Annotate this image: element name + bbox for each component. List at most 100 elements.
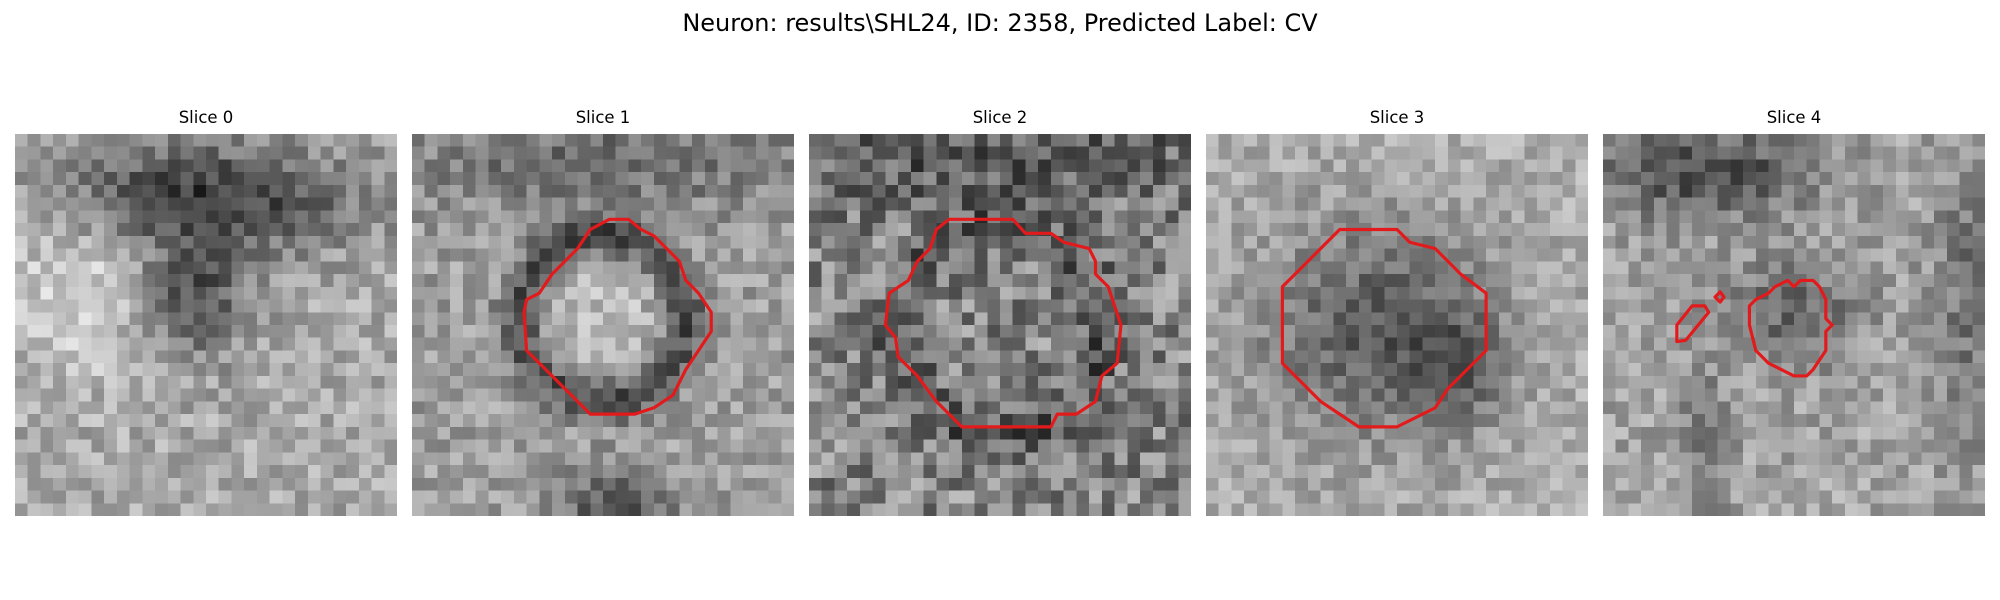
pixel: [1050, 439, 1064, 453]
pixel: [1282, 426, 1296, 440]
pixel: [1256, 223, 1270, 237]
pixel: [1320, 325, 1334, 338]
pixel: [923, 184, 937, 198]
slice-image-1: [412, 134, 794, 516]
pixel: [1295, 426, 1309, 440]
pixel: [384, 426, 397, 440]
pixel: [1320, 503, 1334, 516]
pixel: [116, 465, 130, 479]
pixel: [1537, 477, 1551, 491]
pixel: [91, 248, 105, 262]
pixel: [1000, 210, 1013, 224]
pixel: [1653, 146, 1667, 160]
pixel: [333, 184, 347, 198]
pixel: [1152, 452, 1166, 466]
pixel: [885, 490, 899, 504]
pixel: [1921, 503, 1935, 516]
pixel: [1666, 172, 1680, 186]
pixel: [78, 299, 92, 313]
pixel: [193, 426, 207, 440]
pixel: [1755, 375, 1769, 389]
pixel: [1511, 337, 1525, 351]
pixel: [155, 159, 169, 173]
pixel: [872, 159, 886, 173]
pixel: [1959, 439, 1973, 453]
pixel: [1549, 337, 1563, 351]
pixel: [78, 490, 92, 504]
pixel: [104, 261, 118, 275]
pixel: [1114, 414, 1128, 428]
pixel: [269, 274, 283, 288]
pixel: [1870, 388, 1884, 402]
pixel: [1730, 452, 1744, 466]
pixel: [40, 350, 54, 364]
pixel: [1704, 197, 1718, 211]
pixel: [1946, 146, 1960, 160]
pixel: [1794, 159, 1807, 173]
pixel: [231, 146, 245, 160]
pixel: [1883, 172, 1897, 186]
pixel: [1628, 299, 1642, 313]
pixel: [1256, 350, 1270, 364]
pixel: [1806, 299, 1820, 313]
pixel: [1794, 184, 1807, 198]
pixel: [936, 235, 950, 249]
pixel: [1832, 261, 1846, 275]
pixel: [704, 414, 718, 428]
pixel: [987, 452, 1001, 466]
pixel: [1346, 235, 1360, 249]
pixel: [1844, 426, 1858, 440]
pixel: [987, 401, 1001, 415]
pixel: [1076, 388, 1090, 402]
pixel: [821, 146, 835, 160]
pixel: [1832, 465, 1846, 479]
pixel: [40, 503, 54, 516]
pixel: [1000, 452, 1013, 466]
pixel: [142, 134, 156, 147]
pixel: [1666, 261, 1680, 275]
pixel: [1730, 312, 1744, 326]
pixel: [974, 286, 988, 300]
pixel: [371, 172, 385, 186]
pixel: [1397, 134, 1410, 147]
pixel: [295, 172, 309, 186]
pixel: [513, 235, 527, 249]
pixel: [437, 223, 451, 237]
pixel: [1000, 477, 1013, 491]
pixel: [488, 477, 502, 491]
pixel: [65, 350, 79, 364]
pixel: [1152, 235, 1166, 249]
pixel: [1397, 477, 1410, 491]
pixel: [142, 172, 156, 186]
pixel: [1460, 146, 1474, 160]
pixel: [666, 274, 680, 288]
pixel: [1358, 375, 1372, 389]
pixel: [577, 426, 591, 440]
pixel: [1666, 426, 1680, 440]
pixel: [1972, 503, 1985, 516]
pixel: [603, 172, 616, 186]
pixel: [1422, 299, 1436, 313]
pixel: [1641, 465, 1655, 479]
pixel: [1384, 248, 1398, 262]
pixel: [142, 337, 156, 351]
pixel: [910, 388, 924, 402]
pixel: [1295, 134, 1309, 147]
pixel: [628, 172, 642, 186]
pixel: [1511, 439, 1525, 453]
pixel: [424, 477, 438, 491]
pixel: [1050, 503, 1064, 516]
pixel: [1692, 172, 1706, 186]
pixel: [295, 312, 309, 326]
pixel: [552, 286, 566, 300]
pixel: [1768, 337, 1782, 351]
pixel: [834, 401, 848, 415]
pixel: [1549, 197, 1563, 211]
pixel: [603, 363, 616, 377]
pixel: [282, 439, 296, 453]
pixel: [1653, 375, 1667, 389]
pixel: [307, 350, 321, 364]
pixel: [269, 184, 283, 198]
pixel: [15, 414, 28, 428]
pixel: [346, 477, 360, 491]
